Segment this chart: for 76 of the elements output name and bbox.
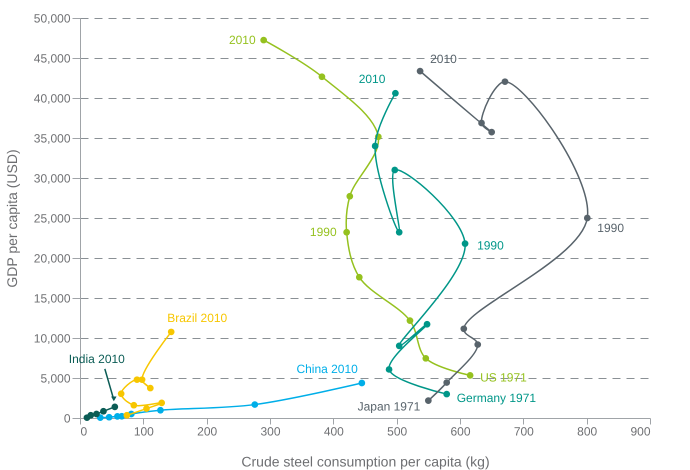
- annotation: Germany 1971: [456, 391, 536, 406]
- annotation: 1990: [597, 221, 624, 235]
- y-tick-label: 5,000: [40, 372, 71, 386]
- y-tick-label: 20,000: [34, 252, 71, 266]
- annotation: 2010: [228, 33, 256, 48]
- point: [422, 354, 430, 362]
- x-tick-label: 0: [80, 424, 88, 438]
- x-tick-label: 400: [324, 424, 344, 438]
- y-tick-label: 40,000: [34, 92, 71, 106]
- x-tick-label: 100: [134, 424, 154, 438]
- annotation: Brazil 2010: [167, 310, 228, 325]
- y-tick-label: 35,000: [34, 132, 71, 146]
- point: [443, 390, 450, 398]
- y-tick-label: 10,000: [34, 332, 71, 346]
- x-tick-label: 600: [450, 424, 471, 438]
- point: [424, 397, 432, 404]
- annotation: 1990: [477, 238, 504, 253]
- x-axis-title: Crude steel consumption per capita (kg): [241, 454, 490, 470]
- point: [488, 128, 496, 136]
- point: [466, 372, 474, 379]
- point: [251, 401, 258, 408]
- point: [124, 412, 130, 419]
- annotation: Japan 1971: [358, 400, 421, 414]
- point: [396, 228, 403, 236]
- point: [260, 36, 268, 44]
- point: [424, 320, 430, 328]
- y-axis-title: GDP per capita (USD): [4, 149, 20, 288]
- point: [584, 214, 591, 222]
- point: [93, 410, 100, 418]
- y-tick-label: 50,000: [34, 12, 71, 26]
- point: [391, 166, 398, 174]
- annotation: India 2010: [68, 352, 126, 366]
- y-tick-label: 30,000: [34, 172, 71, 186]
- point: [386, 366, 392, 373]
- point: [474, 341, 482, 348]
- point: [138, 376, 146, 384]
- point: [318, 73, 326, 80]
- point: [343, 228, 350, 236]
- y-tick-label: 0: [64, 412, 71, 426]
- x-tick-label: 800: [577, 424, 598, 438]
- y-tick-label: 25,000: [34, 212, 71, 226]
- point: [478, 120, 485, 126]
- annotation: 1990: [310, 225, 337, 240]
- point: [111, 404, 118, 410]
- point: [146, 384, 154, 392]
- annotation: China 2010: [296, 362, 358, 376]
- annotation: US 1971: [480, 370, 528, 384]
- point: [143, 405, 150, 412]
- point: [406, 317, 414, 324]
- annotation: 2010: [358, 72, 386, 86]
- point: [118, 390, 125, 398]
- point: [346, 192, 354, 200]
- point: [106, 414, 112, 421]
- point: [130, 402, 138, 409]
- point: [462, 240, 468, 247]
- point: [460, 325, 468, 332]
- point: [358, 380, 366, 386]
- x-tick-label: 700: [514, 424, 534, 438]
- point: [356, 274, 363, 281]
- x-tick-label: 900: [630, 424, 651, 438]
- point: [100, 408, 107, 415]
- point: [416, 68, 424, 74]
- x-tick-label: 500: [387, 424, 408, 438]
- y-tick-label: 45,000: [34, 52, 71, 66]
- point: [443, 379, 450, 386]
- point: [502, 78, 508, 86]
- point: [396, 342, 403, 350]
- y-tick-label: 15,000: [34, 292, 71, 306]
- x-tick-label: 200: [197, 424, 218, 438]
- point: [158, 400, 166, 406]
- point: [87, 412, 94, 419]
- point: [157, 406, 164, 414]
- x-tick-label: 300: [260, 424, 281, 438]
- point: [372, 142, 378, 150]
- point: [168, 328, 175, 336]
- point: [392, 90, 399, 97]
